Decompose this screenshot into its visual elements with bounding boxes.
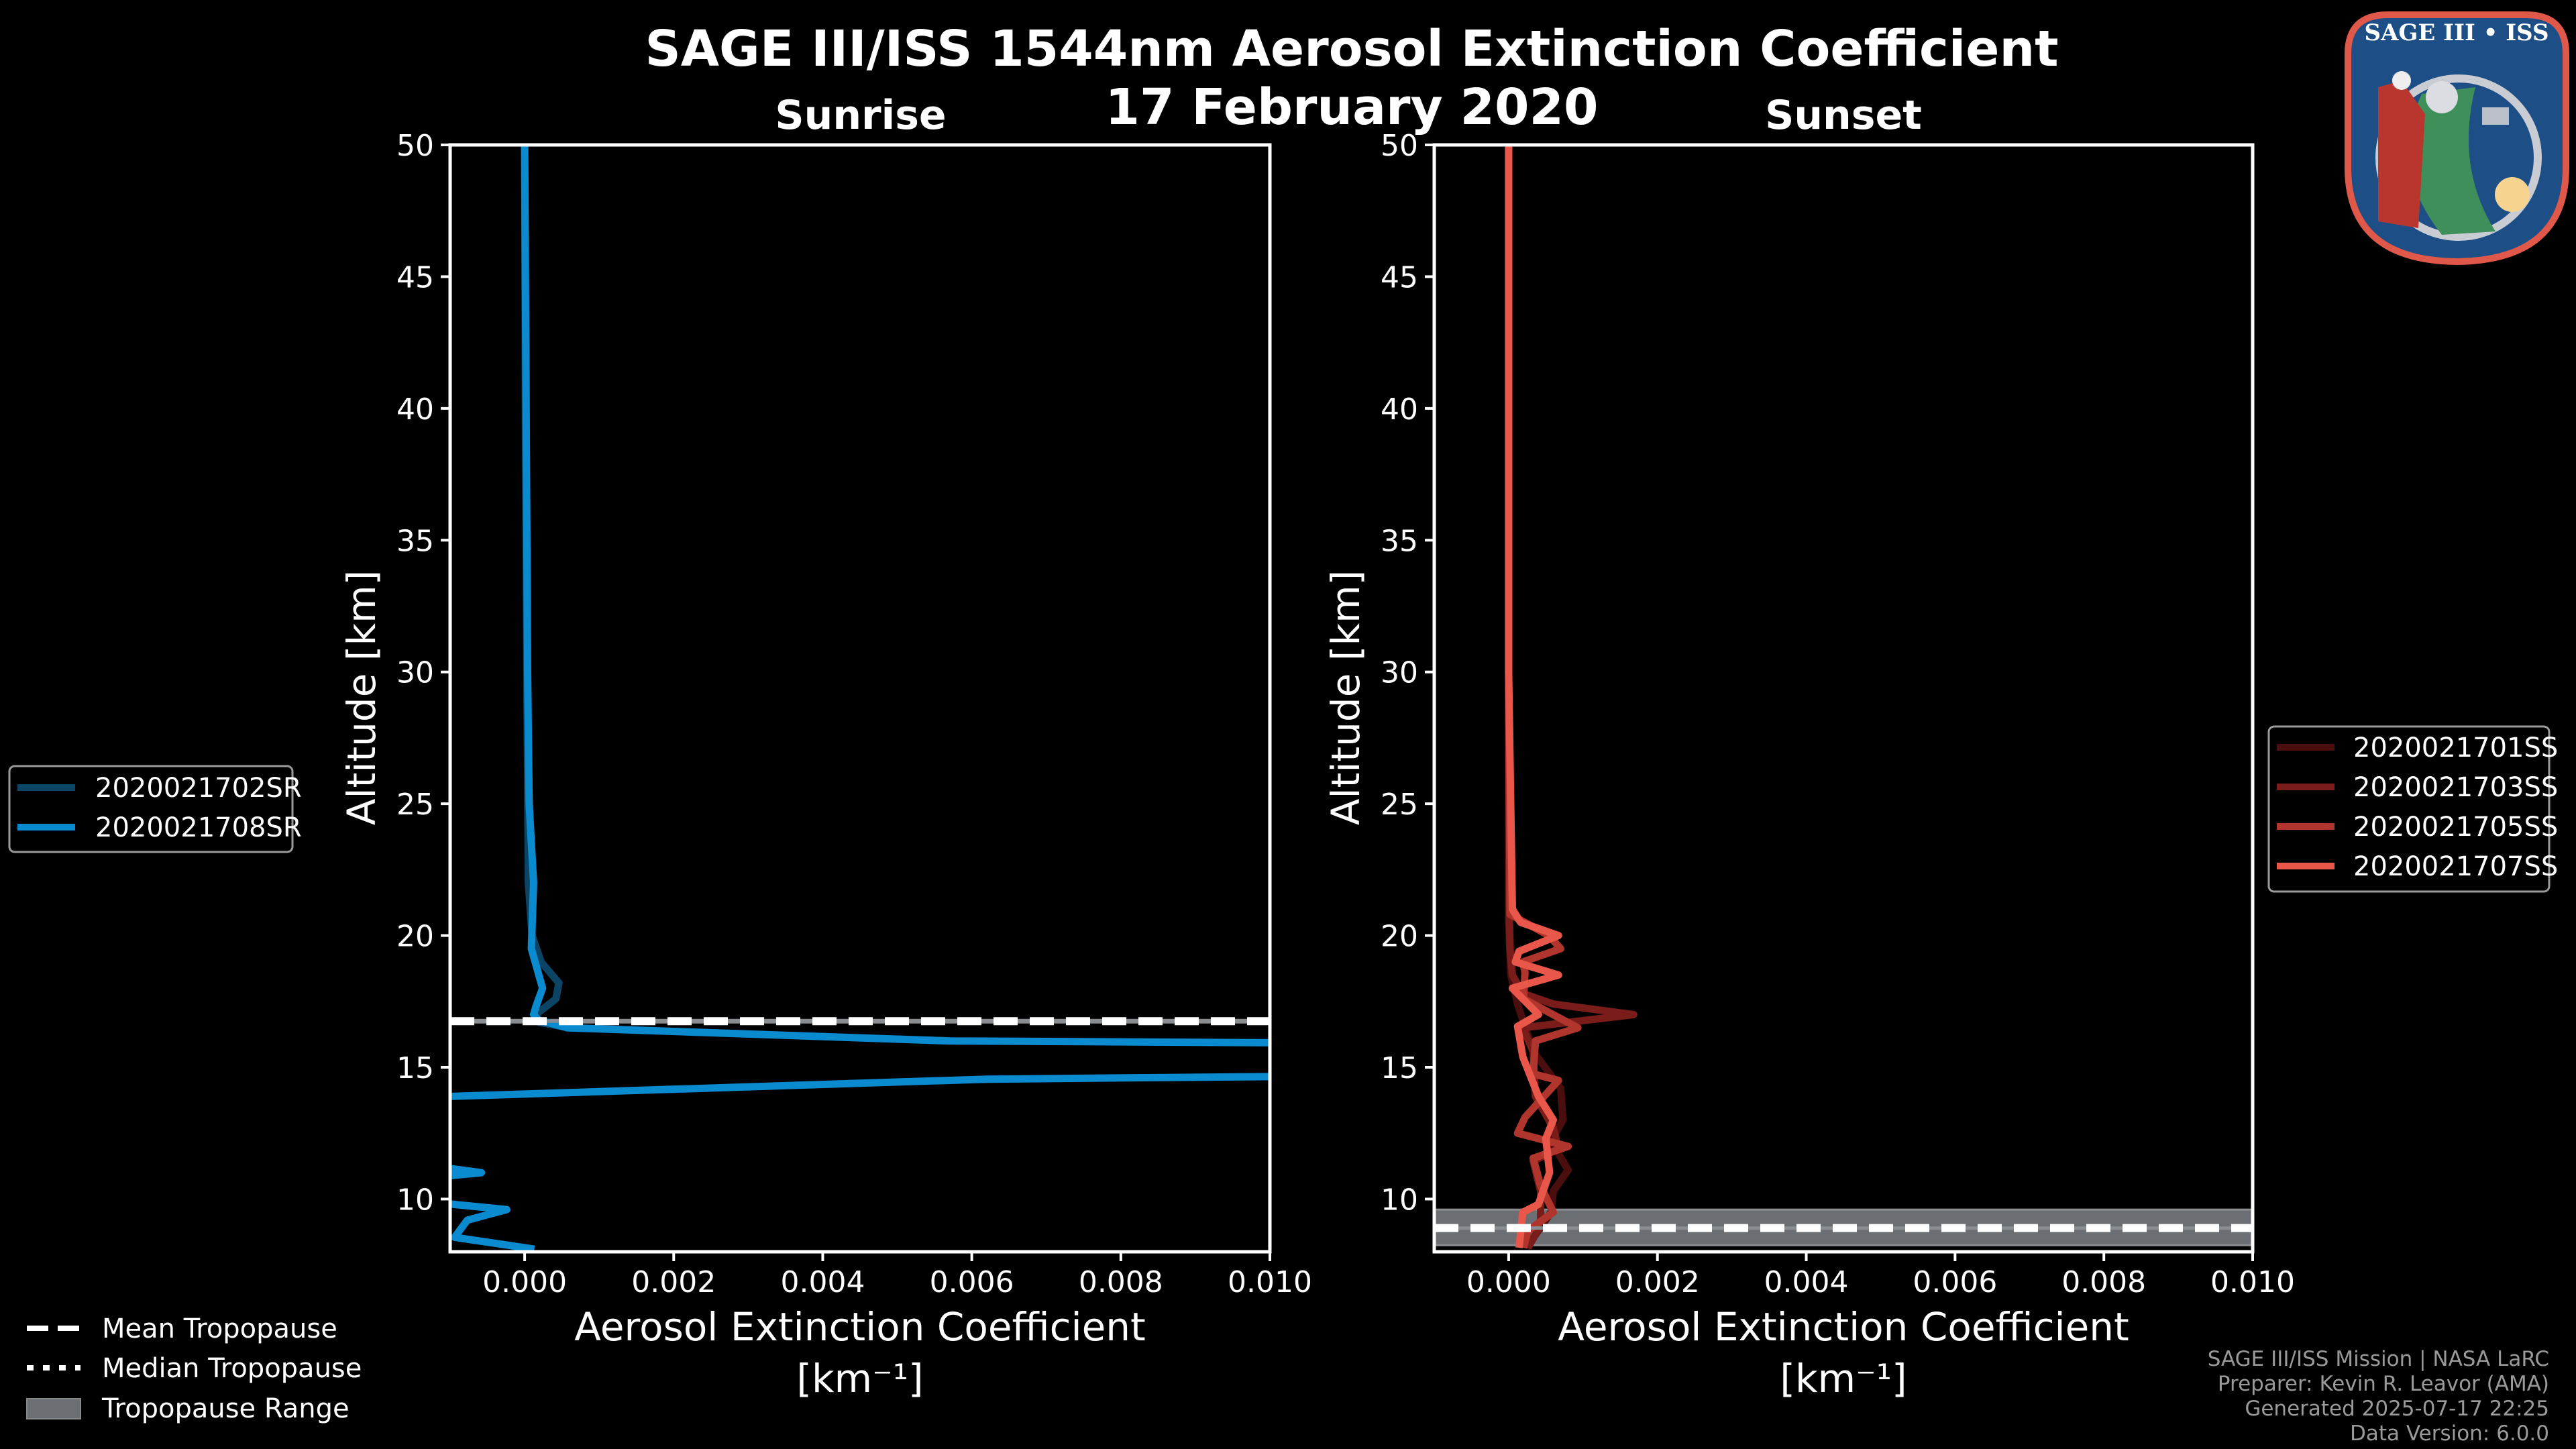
- sunrise-xaxis-label: Aerosol Extinction Coefficient: [574, 1304, 1146, 1350]
- sunrise-series-line-2020021702SR: [521, 145, 950, 1045]
- sunset-series-line-2020021705SS: [1505, 145, 1582, 1249]
- sunset-ytick-label: 10: [1381, 1183, 1418, 1217]
- sunset-ytick-label: 15: [1381, 1051, 1418, 1085]
- sunset-ytick-label: 45: [1381, 260, 1418, 294]
- sunset-axes-frame: [1432, 143, 2255, 1254]
- sunset-ytick-label: 40: [1381, 392, 1418, 427]
- sunrise-subplot-title: Sunrise: [775, 92, 946, 139]
- sunset-xtick-label: 0.004: [1764, 1265, 1849, 1299]
- footer-mission: SAGE III/ISS Mission | NASA LaRC: [2208, 1347, 2549, 1371]
- sunrise-ytick-label: 45: [396, 260, 434, 294]
- sunrise-ytick-label: 40: [396, 392, 434, 427]
- legend-label-02sr: 2020021702SR: [95, 773, 302, 804]
- figure-title: SAGE III/ISS 1544nm Aerosol Extinction C…: [645, 20, 2058, 78]
- legend-label-05ss: 2020021705SS: [2353, 812, 2558, 843]
- legend-label-07ss: 2020021707SS: [2353, 851, 2558, 882]
- sunrise-xaxis-units: [km⁻¹]: [796, 1356, 923, 1401]
- sunrise-ytick-label: 35: [396, 524, 434, 558]
- footer-credits: SAGE III/ISS Mission | NASA LaRC Prepare…: [2208, 1347, 2549, 1446]
- sunrise-xtick-label: 0.010: [1228, 1265, 1312, 1299]
- sunset-plot-area: [1434, 145, 2253, 1250]
- sunset-series-line-2020021707SS: [1505, 145, 1562, 1248]
- sunset-ytick-label: 50: [1381, 129, 1418, 163]
- legend-tropopause-range: Tropopause Range: [101, 1393, 350, 1424]
- legend-label-08sr: 2020021708SR: [95, 812, 302, 843]
- sunrise-axes: 0.000 0.002 0.004 0.006 0.008 0.010 10 15 20 25 30…: [339, 129, 1312, 1401]
- sunset-xtick-label: 0.010: [2210, 1265, 2295, 1299]
- sunrise-xtick-label: 0.006: [930, 1265, 1014, 1299]
- sunset-ytick-label: 30: [1381, 656, 1418, 690]
- footer-preparer: Preparer: Kevin R. Leavor (AMA): [2218, 1372, 2549, 1396]
- legend-label-01ss: 2020021701SS: [2353, 733, 2558, 763]
- sunrise-axes-frame: [448, 143, 1272, 1254]
- sunrise-ytick-label: 20: [396, 920, 434, 954]
- sunrise-xtick-label: 0.004: [780, 1265, 865, 1299]
- tropopause-range-swatch: [26, 1398, 81, 1419]
- legend-label-03ss: 2020021703SS: [2353, 772, 2558, 803]
- sunset-xtick-label: 0.000: [1466, 1265, 1551, 1299]
- sunrise-plot-area: [450, 145, 1270, 1252]
- sunset-xtick-label: 0.002: [1615, 1265, 1700, 1299]
- sunset-ytick-label: 35: [1381, 524, 1418, 558]
- sunset-subplot-title: Sunset: [1765, 92, 1922, 139]
- sunset-series-line-2020021703SS: [1505, 145, 1638, 1250]
- sunrise-xtick-label: 0.000: [482, 1265, 567, 1299]
- sunrise-xtick-label: 0.002: [631, 1265, 716, 1299]
- sunrise-ytick-label: 25: [396, 788, 434, 822]
- sunset-xtick-label: 0.006: [1913, 1265, 1997, 1299]
- sunrise-yaxis-label: Altitude [km]: [339, 570, 384, 825]
- svg-text:SAGE III • ISS: SAGE III • ISS: [2364, 19, 2548, 46]
- legend-mean-tropopause: Mean Tropopause: [102, 1313, 337, 1344]
- tropopause-legend: Mean Tropopause Median Tropopause Tropop…: [26, 1313, 362, 1424]
- sunset-xtick-label: 0.008: [2061, 1265, 2146, 1299]
- sunset-xaxis-label: Aerosol Extinction Coefficient: [1558, 1304, 2129, 1350]
- sunrise-ytick-label: 50: [396, 129, 434, 163]
- sunset-xaxis-units: [km⁻¹]: [1780, 1356, 1907, 1401]
- sunrise-ytick-label: 15: [396, 1051, 434, 1085]
- sunrise-ytick-label: 30: [396, 656, 434, 690]
- sunset-axes: 0.000 0.002 0.004 0.006 0.008 0.010 10 15 20 25 30…: [1323, 129, 2295, 1401]
- footer-generated: Generated 2025-07-17 22:25: [2245, 1397, 2549, 1421]
- sunset-ytick-label: 20: [1381, 920, 1418, 954]
- sunrise-xtick-label: 0.008: [1079, 1265, 1163, 1299]
- sunrise-legend: 2020021702SR 2020021708SR: [8, 765, 302, 853]
- sunset-legend: 2020021701SS 2020021703SS 2020021705SS 2…: [2267, 725, 2558, 893]
- legend-median-tropopause: Median Tropopause: [102, 1353, 362, 1384]
- sunset-ytick-label: 25: [1381, 788, 1418, 822]
- sunset-yaxis-label: Altitude [km]: [1323, 570, 1368, 825]
- figure-date: 17 February 2020: [1105, 78, 1598, 136]
- sunrise-series-line-2020021708SR: [450, 145, 1270, 1252]
- sunrise-ytick-label: 10: [396, 1183, 434, 1217]
- footer-data-version: Data Version: 6.0.0: [2350, 1421, 2549, 1446]
- sage-iii-iss-logo: SAGE III • ISS: [2345, 11, 2569, 266]
